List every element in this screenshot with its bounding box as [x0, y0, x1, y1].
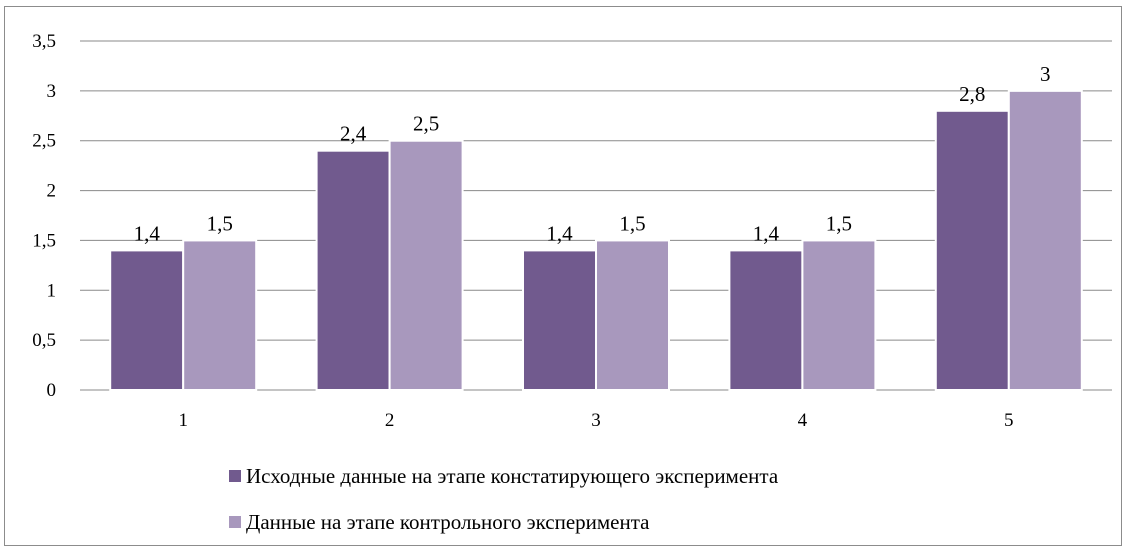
legend-label: Данные на этапе контрольного эксперимент…: [246, 510, 650, 534]
bar-control-5[interactable]: [1007, 89, 1083, 391]
y-tick-label: 2: [47, 181, 57, 202]
data-label: 1,4: [134, 221, 161, 245]
data-label: 2,8: [959, 82, 985, 106]
y-tick-label: 2,5: [32, 131, 56, 152]
bar-control-1[interactable]: [182, 239, 258, 391]
data-label: 3: [1040, 62, 1051, 86]
y-tick-label: 0,5: [32, 330, 56, 351]
data-label: 2,5: [413, 112, 439, 136]
y-tick-label: 1,5: [32, 230, 56, 251]
data-label: 1,4: [546, 221, 573, 245]
data-label: 2,4: [340, 122, 367, 146]
y-tick-label: 0: [47, 380, 57, 401]
bar-initial-1[interactable]: [109, 249, 185, 391]
y-tick-label: 1: [47, 280, 57, 301]
legend-swatch: [229, 470, 241, 482]
bar-initial-4[interactable]: [728, 249, 804, 391]
bar-initial-5[interactable]: [934, 109, 1010, 392]
x-tick-label: 5: [1004, 410, 1014, 431]
y-tick-label: 3: [47, 81, 57, 102]
x-tick-label: 2: [385, 410, 395, 431]
legend-label: Исходные данные на этапе констатирующего…: [246, 464, 779, 488]
y-tick-label: 3,5: [32, 31, 56, 52]
bar-control-2[interactable]: [388, 139, 464, 391]
bar-control-3[interactable]: [595, 239, 670, 391]
x-tick-label: 4: [798, 410, 808, 431]
data-label: 1,4: [753, 221, 780, 245]
x-tick-label: 3: [591, 410, 601, 431]
data-label: 1,5: [619, 211, 645, 235]
data-label: 1,5: [207, 211, 233, 235]
bar-initial-3[interactable]: [522, 249, 597, 391]
legend-swatch: [229, 516, 241, 528]
bar-initial-2[interactable]: [315, 149, 391, 391]
bar-control-4[interactable]: [801, 239, 877, 391]
x-tick-label: 1: [178, 410, 188, 431]
data-label: 1,5: [826, 211, 852, 235]
